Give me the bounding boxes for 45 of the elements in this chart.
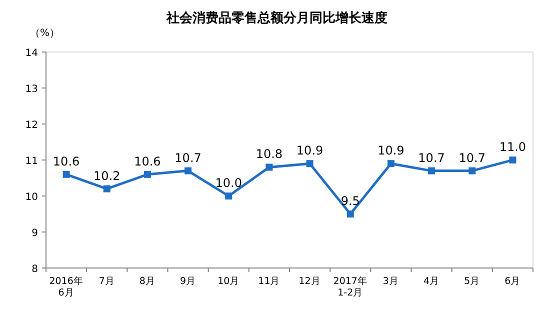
x-tick-label: 8月 [139,276,156,287]
y-tick-label: 8 [32,264,38,275]
data-label: 10.7 [174,150,202,165]
point [509,156,516,164]
data-label: 10.6 [52,154,80,168]
data-label: 10.2 [94,168,120,183]
data-label: 10.6 [134,154,161,168]
y-tick-label: 12 [25,120,38,131]
x-tick-label: 9月 [180,276,196,287]
x-tick-label: 10月 [218,276,240,287]
point [387,160,394,168]
point [144,170,151,178]
data-label: 10.9 [378,144,404,158]
data-label: 11.0 [499,140,526,154]
x-tick-label: 6月 [504,276,521,287]
data-label: 9.5 [340,194,360,208]
data-label: 10.8 [256,147,283,162]
point [62,170,70,178]
x-tick-label: 2016年 6月 [49,275,84,298]
y-tick-label: 13 [25,84,38,95]
x-tick-label: 3月 [382,276,399,287]
y-tick-label: 11 [25,156,38,167]
point [306,160,314,168]
y-tick-label: 9 [32,228,38,239]
y-tick-label: 10 [25,192,38,203]
data-label: 10.7 [418,150,445,165]
point [346,210,354,218]
x-tick-label: 12月 [298,276,321,287]
y-axis-title: （%） [30,28,60,39]
data-label: 10.9 [296,144,324,158]
data-label: 10.0 [215,176,242,190]
x-tick-label: 2017年 1-2月 [333,275,368,298]
data-label: 10.7 [458,150,486,165]
point [103,185,110,192]
y-tick-label: 14 [25,48,38,59]
point [468,167,476,174]
point [428,167,436,174]
x-tick-label: 4月 [424,276,440,287]
point [184,167,192,174]
point [225,192,232,200]
x-tick-label: 7月 [98,276,115,287]
point [266,164,273,171]
x-tick-label: 5月 [464,276,480,287]
x-tick-label: 11月 [258,276,280,287]
chart-title: 社会消费品零售总额分月同比增长速度 [166,10,388,26]
